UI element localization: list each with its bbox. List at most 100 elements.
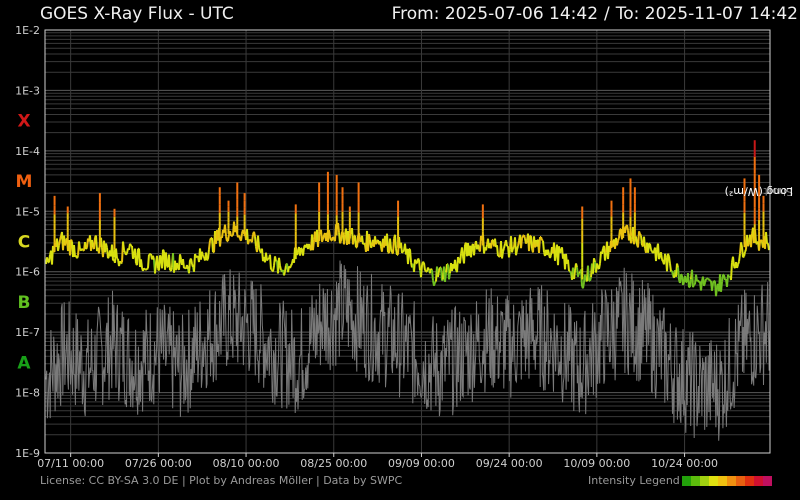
long-series-segment — [540, 236, 543, 241]
long-series-segment — [284, 265, 287, 272]
long-series-segment — [582, 282, 585, 289]
long-series-segment — [679, 274, 682, 284]
long-series-segment — [523, 234, 526, 239]
x-tick-label: 09/24 00:00 — [476, 457, 543, 470]
long-series-segment — [209, 237, 212, 241]
long-series-segment — [58, 239, 61, 246]
long-series-segment — [422, 261, 425, 264]
short-series — [45, 260, 771, 441]
long-series-segment — [401, 250, 404, 254]
long-series-segment — [183, 266, 186, 270]
long-series-segment — [59, 235, 62, 241]
long-series-segment — [598, 263, 601, 270]
long-series-segment — [132, 254, 135, 260]
intensity-legend-swatch — [735, 475, 745, 486]
long-series-segment — [648, 242, 651, 245]
long-series-segment — [125, 252, 128, 256]
time-range: From: 2025-07-06 14:42/To: 2025-11-07 14… — [392, 4, 798, 24]
long-series-segment — [78, 241, 81, 250]
intensity-legend-swatch — [726, 475, 736, 486]
long-series-segment — [354, 235, 357, 248]
long-series-segment — [512, 246, 515, 249]
long-series-segment — [194, 253, 197, 258]
long-series-segment — [238, 235, 241, 240]
long-series-segment — [445, 264, 448, 273]
long-series-segment — [676, 263, 679, 268]
long-series-segment — [120, 261, 123, 265]
long-series-segment — [188, 259, 191, 274]
long-series-segment — [272, 265, 275, 272]
long-series-segment — [720, 281, 723, 292]
long-series-segment — [170, 267, 173, 272]
long-series-segment — [302, 247, 305, 256]
long-series-segment — [457, 256, 460, 261]
long-series-segment — [73, 244, 76, 257]
long-series-segment — [375, 240, 378, 245]
long-series-segment — [191, 263, 194, 268]
time-range-separator: / — [604, 4, 610, 24]
long-series-segment — [530, 236, 533, 249]
long-series-segment — [538, 236, 541, 253]
plot-frame — [44, 29, 771, 454]
long-series-segment — [508, 249, 511, 258]
long-series-segment — [547, 249, 550, 255]
long-series-segment — [640, 235, 643, 246]
long-series-segment — [240, 233, 243, 241]
long-series-segment — [122, 241, 125, 251]
long-series-segment — [740, 242, 743, 248]
long-series-segment — [617, 237, 620, 242]
long-series-segment — [143, 267, 146, 271]
long-series-segment — [742, 255, 745, 259]
long-series-segment — [440, 267, 443, 281]
y-tick-label: 1E-8 — [15, 387, 40, 400]
y-tick-label: 1E-9 — [15, 447, 40, 460]
long-series-segment — [711, 282, 714, 291]
short-series-line — [45, 260, 771, 441]
long-series-segment — [664, 253, 667, 258]
long-series-segment — [496, 245, 499, 257]
long-series-segment — [386, 233, 389, 253]
long-series-segment — [671, 270, 674, 276]
long-series-segment — [329, 236, 332, 241]
long-series-segment — [402, 249, 405, 253]
long-series-segment — [418, 259, 421, 271]
long-series-segment — [64, 239, 67, 246]
intensity-legend-swatch — [753, 475, 763, 486]
long-series-segment — [193, 253, 196, 272]
long-series-segment — [70, 239, 73, 243]
long-series-segment — [368, 234, 371, 240]
long-series-segment — [767, 243, 770, 251]
long-series-segment — [289, 265, 292, 269]
long-series-segment — [434, 280, 437, 283]
long-series-segment — [633, 238, 636, 245]
long-series-segment — [322, 234, 325, 240]
x-tick-label: 07/11 00:00 — [37, 457, 104, 470]
intensity-legend-swatch — [762, 475, 772, 486]
long-series-segment — [257, 235, 260, 248]
intensity-legend-swatch — [744, 475, 754, 486]
long-series-segment — [652, 251, 655, 254]
long-series-segment — [430, 268, 433, 271]
long-series-segment — [100, 237, 103, 248]
long-series-segment — [687, 273, 690, 288]
long-series-segment — [502, 247, 505, 252]
long-series-segment — [339, 240, 342, 244]
long-series-segment — [470, 245, 473, 258]
y-axis-label: Short, Long (W/m²) — [725, 184, 795, 294]
long-series-segment — [736, 264, 739, 269]
long-series — [45, 140, 770, 297]
long-series-segment — [251, 234, 254, 243]
long-series-segment — [136, 249, 139, 266]
long-series-segment — [650, 249, 653, 253]
long-series-segment — [624, 225, 627, 234]
long-series-segment — [542, 240, 545, 253]
long-series-segment — [379, 241, 382, 247]
y-tick-label: 1E-5 — [15, 205, 40, 218]
long-series-segment — [162, 249, 165, 253]
long-series-segment — [626, 224, 629, 231]
long-series-segment — [437, 270, 440, 278]
long-series-segment — [299, 247, 302, 256]
long-series-segment — [593, 257, 596, 263]
long-series-segment — [186, 264, 189, 270]
